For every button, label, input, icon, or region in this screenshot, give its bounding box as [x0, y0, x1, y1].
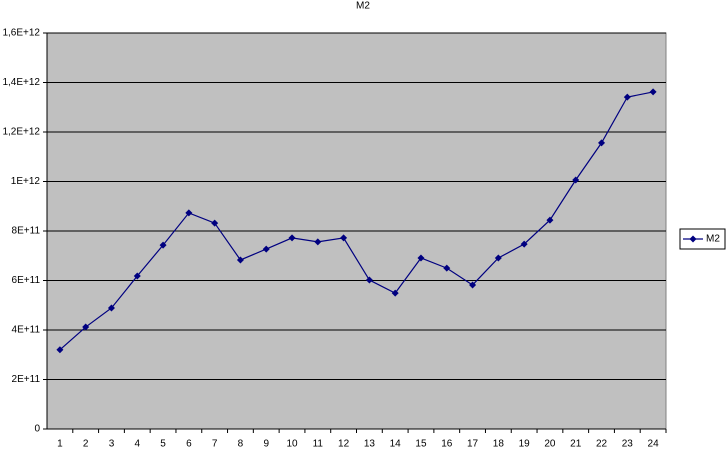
y-tick-label: 4E+11	[12, 325, 41, 336]
x-tick-label: 22	[596, 439, 608, 450]
y-tick-label: 6E+11	[12, 275, 41, 286]
x-tick-label: 19	[519, 439, 531, 450]
marker	[391, 289, 399, 297]
marker	[56, 346, 64, 354]
x-tick-label: 11	[313, 439, 324, 450]
x-tick-label: 12	[338, 439, 350, 450]
x-tick-label: 13	[364, 439, 376, 450]
x-tick-label: 23	[622, 439, 634, 450]
x-tick-label: 4	[134, 439, 140, 450]
y-tick-label: 2E+11	[12, 374, 41, 385]
marker	[340, 234, 348, 242]
marker	[623, 93, 631, 101]
x-tick-label: 18	[493, 439, 505, 450]
marker	[572, 176, 580, 184]
x-tick-label: 14	[390, 439, 402, 450]
marker	[211, 219, 219, 227]
x-tick-label: 20	[544, 439, 556, 450]
x-tick-label: 2	[83, 439, 89, 450]
x-tick-label: 7	[212, 439, 218, 450]
marker	[443, 264, 451, 272]
x-tick-label: 1	[57, 439, 63, 450]
x-tick-label: 24	[648, 439, 660, 450]
y-tick-label: 1E+12	[11, 176, 41, 187]
marker	[159, 241, 167, 249]
legend-marker	[689, 235, 697, 243]
x-tick-label: 5	[160, 439, 166, 450]
y-tick-label: 1,4E+12	[2, 77, 40, 88]
y-tick-label: 8E+11	[12, 226, 41, 237]
marker	[133, 272, 141, 280]
marker	[262, 245, 270, 253]
marker	[598, 139, 606, 147]
x-tick-label: 17	[467, 439, 479, 450]
marker	[649, 88, 657, 96]
marker	[107, 304, 115, 312]
marker	[469, 281, 477, 289]
y-tick-label: 1,6E+12	[2, 28, 40, 39]
x-tick-label: 15	[415, 439, 427, 450]
x-tick-label: 10	[286, 439, 298, 450]
x-tick-label: 16	[441, 439, 453, 450]
x-tick-label: 8	[238, 439, 244, 450]
y-tick-label: 0	[34, 424, 40, 435]
marker	[546, 216, 554, 224]
marker	[417, 254, 425, 262]
x-tick-label: 3	[109, 439, 115, 450]
marker	[236, 256, 244, 264]
marker	[520, 240, 528, 248]
x-tick-label: 6	[186, 439, 192, 450]
marker	[185, 209, 193, 217]
x-tick-label: 21	[570, 439, 582, 450]
marker	[365, 276, 373, 284]
y-tick-label: 1,2E+12	[2, 127, 40, 138]
legend-label: M2	[706, 234, 720, 245]
marker	[288, 234, 296, 242]
marker	[314, 238, 322, 246]
chart-title: M2	[356, 1, 370, 12]
x-tick-label: 9	[263, 439, 269, 450]
line	[59, 91, 654, 351]
marker	[82, 323, 90, 331]
marker	[494, 254, 502, 262]
